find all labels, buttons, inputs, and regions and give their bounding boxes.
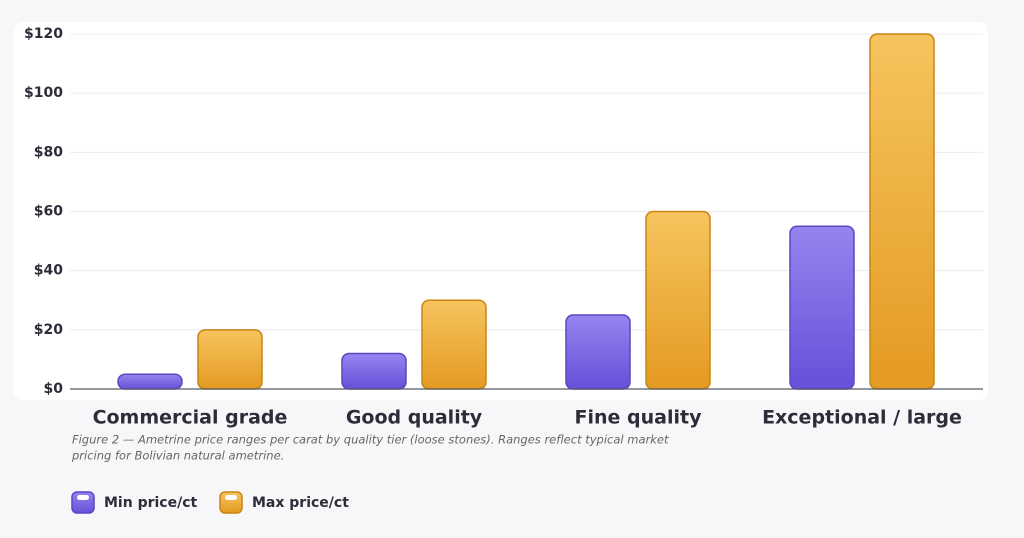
x-tick-label: Fine quality <box>575 407 703 429</box>
bar <box>645 210 711 390</box>
bar <box>869 33 935 390</box>
legend-label: Max price/ct <box>252 495 349 511</box>
bar <box>789 225 855 390</box>
caption: pricing for Bolivian natural ametrine. <box>71 449 284 463</box>
bar <box>117 373 183 390</box>
bar <box>565 314 631 390</box>
bar <box>421 299 487 390</box>
legend-swatch-highlight <box>77 495 89 500</box>
y-tick-label: $120 <box>24 26 63 42</box>
y-tick-label: $20 <box>34 322 63 338</box>
bar <box>197 329 263 390</box>
y-tick-label: $80 <box>34 144 63 160</box>
y-tick-label: $40 <box>34 263 63 279</box>
bar <box>341 352 407 390</box>
x-tick-label: Exceptional / large <box>762 407 962 429</box>
legend-label: Min price/ct <box>104 495 198 511</box>
x-tick-label: Commercial grade <box>93 407 288 429</box>
y-tick-label: $0 <box>44 381 64 397</box>
x-tick-label: Good quality <box>346 407 483 429</box>
caption: Figure 2 — Ametrine price ranges per car… <box>72 433 669 447</box>
y-tick-label: $100 <box>24 85 63 101</box>
y-tick-label: $60 <box>34 204 63 220</box>
legend-swatch-highlight <box>225 495 237 500</box>
